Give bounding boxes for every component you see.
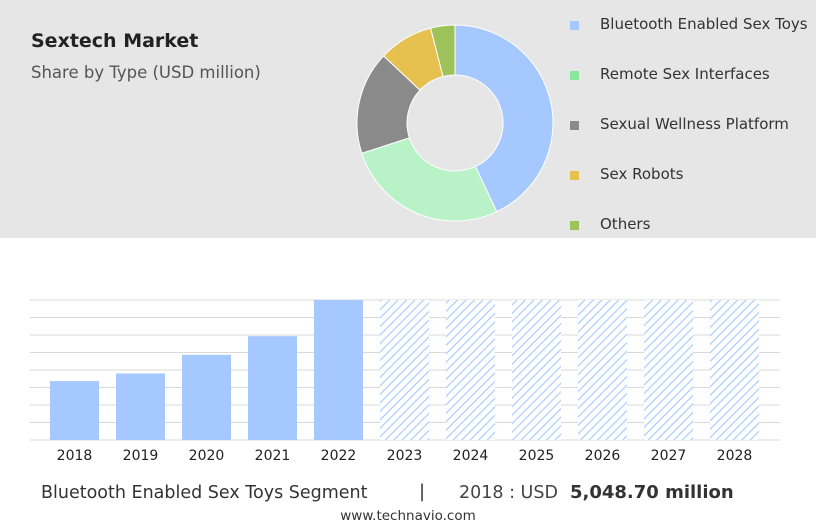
donut-slice	[454, 24, 554, 213]
x-tick-label: 2026	[585, 448, 621, 464]
legend-swatch	[570, 71, 579, 80]
donut-slice	[430, 24, 456, 78]
footer-segment: Bluetooth Enabled Sex Toys Segment	[41, 483, 368, 503]
legend-label: Sex Robots	[600, 165, 684, 183]
x-tick-label: 2025	[519, 448, 555, 464]
x-tick-label: 2021	[255, 448, 291, 464]
bar-chart: 2018 2019 2020 2021 2022 2023 2024 2025 2026 2027…	[30, 299, 780, 464]
legend-label: Remote Sex Interfaces	[600, 65, 770, 83]
donut-chart	[356, 24, 554, 222]
footer-value: 5,048.70 million	[570, 482, 734, 503]
legend-swatch	[570, 171, 579, 180]
chart-title: Sextech Market	[31, 30, 199, 52]
x-tick-label: 2024	[453, 448, 489, 464]
bar-2020	[182, 354, 231, 440]
footer-source: www.technavio.com	[340, 508, 476, 524]
legend-swatch	[570, 221, 579, 230]
donut-slice	[361, 137, 498, 222]
bar-2021	[248, 336, 297, 440]
bar-2022	[314, 300, 363, 440]
legend-label: Sexual Wellness Platform	[600, 115, 789, 133]
x-tick-label: 2022	[321, 448, 357, 464]
x-tick-label: 2027	[651, 448, 687, 464]
x-tick-label: 2028	[717, 448, 753, 464]
x-tick-label: 2023	[387, 448, 423, 464]
legend-label: Others	[600, 215, 651, 233]
legend-label: Bluetooth Enabled Sex Toys	[600, 15, 808, 33]
forecast-bar-2024	[446, 300, 495, 440]
chart-subtitle: Share by Type (USD million)	[31, 63, 261, 82]
x-tick-label: 2020	[189, 448, 225, 464]
bar-2018	[50, 381, 99, 440]
footer-separator: |	[419, 481, 426, 502]
x-tick-label: 2018	[57, 448, 93, 464]
forecast-bar-2023	[380, 300, 429, 440]
legend-swatch	[570, 121, 579, 130]
forecast-bar-2026	[578, 300, 627, 440]
forecast-bar-2028	[710, 300, 759, 440]
forecast-bar-2025	[512, 300, 561, 440]
x-tick-label: 2019	[123, 448, 159, 464]
bar-2019	[116, 373, 165, 440]
legend-swatch	[570, 21, 579, 30]
forecast-bar-2027	[644, 300, 693, 440]
footer-year: 2018 : USD	[459, 483, 558, 503]
